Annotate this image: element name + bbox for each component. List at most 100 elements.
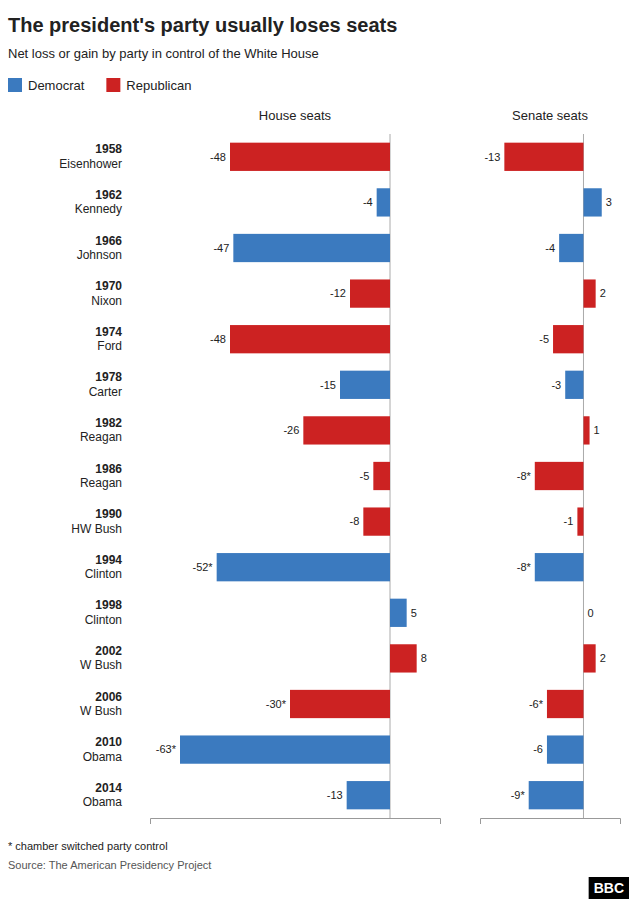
- bar: [230, 325, 390, 353]
- tick-label-line: 2014: [95, 781, 122, 795]
- data-label: 8: [421, 652, 427, 664]
- footnote: * chamber switched party control: [8, 840, 168, 852]
- tick-label: 1970Nixon: [91, 279, 122, 307]
- data-label: 2: [600, 652, 606, 664]
- tick-label-line: Obama: [83, 795, 123, 809]
- bar: [340, 371, 390, 399]
- tick-label-line: W Bush: [80, 704, 122, 718]
- data-label: -30*: [266, 698, 287, 710]
- bar: [535, 462, 584, 490]
- tick: 2014Obama: [83, 781, 123, 809]
- tick-label-line: 1958: [95, 142, 122, 156]
- chart-svg: The president's party usually loses seat…: [0, 0, 640, 909]
- bar: [535, 553, 584, 581]
- data-label: 1: [594, 424, 600, 436]
- tick-label-line: 1970: [95, 279, 122, 293]
- axis-label: House seats: [259, 108, 332, 123]
- logo-text: BBC: [594, 880, 624, 896]
- tick-label-line: Eisenhower: [59, 157, 122, 171]
- x-axis: [481, 819, 621, 825]
- tick: 1958Eisenhower: [59, 142, 122, 170]
- legend-item: Republican: [106, 78, 191, 93]
- tick-label: 1990HW Bush: [71, 507, 122, 535]
- tick: 1962Kennedy: [75, 188, 123, 216]
- tick-label-line: Nixon: [91, 294, 122, 308]
- y-axis: 1958Eisenhower 1962Kennedy 1966Johnson 1970…: [59, 142, 122, 809]
- bar: [390, 644, 417, 672]
- data-label: -1: [564, 515, 574, 527]
- tick-label-line: Reagan: [80, 430, 122, 444]
- bar: [583, 599, 584, 627]
- legend-swatch: [8, 78, 22, 92]
- tick-label-line: HW Bush: [71, 522, 122, 536]
- tick: 1966Johnson: [77, 234, 123, 262]
- data-label: -12: [330, 287, 346, 299]
- bar: [303, 416, 390, 444]
- bar: [363, 507, 390, 535]
- data-label: 3: [606, 196, 612, 208]
- tick: 1986Reagan: [80, 462, 122, 490]
- bar: [577, 507, 583, 535]
- tick-label-line: 1974: [95, 325, 122, 339]
- tick-label-line: 1990: [95, 507, 122, 521]
- tick: 1998Clinton: [85, 598, 123, 626]
- data-label: -47: [213, 242, 229, 254]
- source: Source: The American Presidency Project: [8, 859, 211, 871]
- bar: [233, 234, 390, 262]
- tick-label-line: 1994: [95, 553, 122, 567]
- tick-label-line: 1986: [95, 462, 122, 476]
- bar: [390, 599, 407, 627]
- legend-label: Republican: [126, 78, 191, 93]
- tick-label: 2014Obama: [83, 781, 123, 809]
- tick-label: 1966Johnson: [77, 234, 123, 262]
- logo-box: [589, 877, 629, 899]
- bar: [373, 462, 390, 490]
- bar: [529, 781, 584, 809]
- tick-label-line: Obama: [83, 750, 123, 764]
- tick-label-line: Reagan: [80, 476, 122, 490]
- data-label: -52*: [192, 561, 213, 573]
- data-label: -63*: [156, 743, 177, 755]
- tick-label-line: Carter: [89, 385, 122, 399]
- logo: BBC: [589, 877, 629, 899]
- data-label: -15: [320, 379, 336, 391]
- bar: [347, 781, 390, 809]
- tick: 1990HW Bush: [71, 507, 122, 535]
- bar: [583, 644, 595, 672]
- bar: [583, 279, 595, 307]
- x-axis-line: [151, 819, 441, 825]
- legend-swatch: [106, 78, 120, 92]
- marks: [180, 134, 417, 818]
- legend-label: Democrat: [28, 78, 85, 93]
- tick-label: 1982Reagan: [80, 416, 122, 444]
- x-axis-line: [481, 819, 621, 825]
- tick-label-line: 2002: [95, 644, 122, 658]
- data-label: 0: [587, 607, 593, 619]
- tick-label: 2002W Bush: [80, 644, 122, 672]
- marks: [504, 134, 601, 818]
- bar: [290, 690, 390, 718]
- tick-label-line: 1962: [95, 188, 122, 202]
- tick-label-line: W Bush: [80, 658, 122, 672]
- tick-label: 1994Clinton: [85, 553, 123, 581]
- tick-label-line: 1978: [95, 370, 122, 384]
- bar: [504, 143, 583, 171]
- data-label: -5: [360, 470, 370, 482]
- tick-label-line: 1982: [95, 416, 122, 430]
- tick-label: 1986Reagan: [80, 462, 122, 490]
- data-label: -4: [363, 196, 373, 208]
- bar: [547, 690, 584, 718]
- x-axis: [151, 819, 441, 825]
- tick-label: 2010Obama: [83, 735, 123, 763]
- data-label: -6: [533, 743, 543, 755]
- tick-label: 1962Kennedy: [75, 188, 123, 216]
- tick-label-line: Clinton: [85, 613, 122, 627]
- bar: [217, 553, 390, 581]
- tick: 1970Nixon: [91, 279, 122, 307]
- tick-label-line: Clinton: [85, 567, 122, 581]
- data-label: -48: [210, 151, 226, 163]
- tick-label: 2006W Bush: [80, 690, 122, 718]
- tick: 1978Carter: [89, 370, 123, 398]
- data-label: -3: [551, 379, 561, 391]
- tick: 1974Ford: [95, 325, 122, 353]
